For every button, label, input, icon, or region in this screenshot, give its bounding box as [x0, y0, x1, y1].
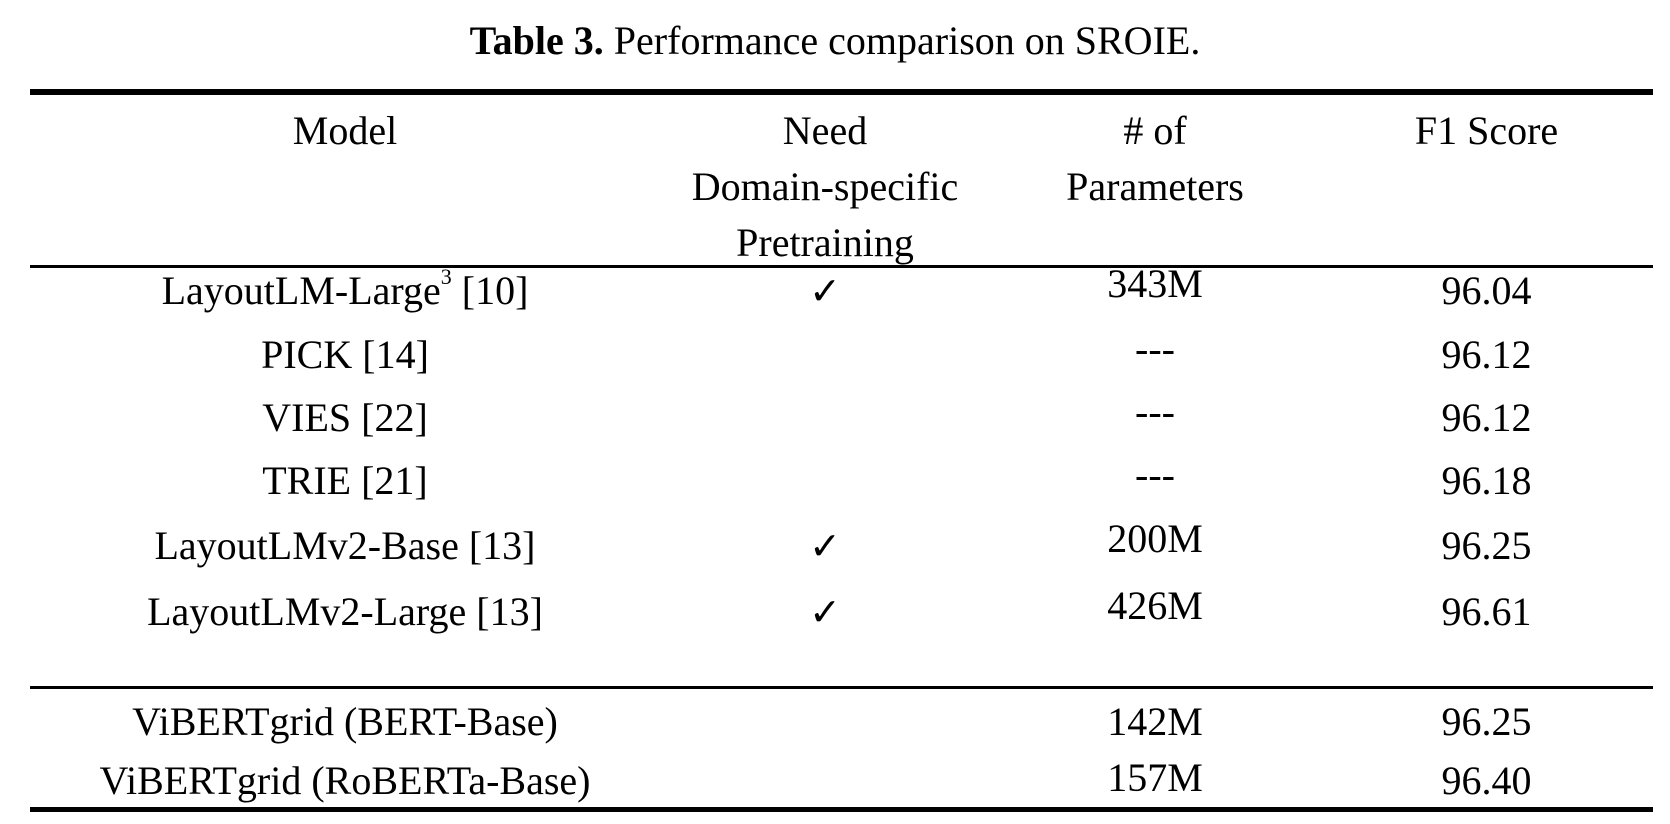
header-need-pretraining: Need Domain-specific Pretraining [660, 103, 990, 271]
table-row-model: ViBERTgrid (BERT-Base) [132, 699, 558, 744]
checkmark-icon: ✓ [809, 269, 841, 313]
table-row-model: LayoutLM-Large3 [10] [30, 263, 660, 319]
table-header-rule [30, 265, 1653, 268]
table-row-params: 200M [1107, 516, 1203, 561]
table-row-f1: 96.61 [1441, 589, 1532, 634]
table-group-rule [30, 686, 1653, 689]
table-top-rule [30, 89, 1653, 95]
table-row-f1: 96.25 [1441, 699, 1532, 744]
table-row-model: PICK [14] [261, 332, 429, 377]
table-row-f1: 96.04 [1441, 268, 1532, 313]
header-f1-label: F1 Score [1414, 108, 1559, 153]
table-row-params: 343M [1107, 261, 1203, 306]
header-params-line-1: # of [1123, 108, 1187, 153]
footnote-marker: 3 [440, 264, 452, 289]
table-row-f1: 96.18 [1441, 458, 1532, 503]
header-params-line-2: Parameters [1066, 164, 1244, 209]
model-name: LayoutLM-Large [161, 268, 441, 313]
table-caption-text: Performance comparison on SROIE. [603, 18, 1201, 63]
table-row-params: --- [1135, 452, 1175, 497]
table-bottom-rule [30, 807, 1653, 812]
table-caption: Table 3. Performance comparison on SROIE… [0, 14, 1670, 68]
table-row-f1: 96.12 [1441, 332, 1532, 377]
table-row-model: VIES [22] [262, 395, 428, 440]
table-row-params: --- [1135, 326, 1175, 371]
model-ref: [10] [451, 268, 529, 313]
header-f1-score: F1 Score [1320, 103, 1653, 159]
table-row-f1: 96.12 [1441, 395, 1532, 440]
table-row-params: 426M [1107, 583, 1203, 628]
header-parameters: # of Parameters [990, 103, 1320, 215]
table-caption-label: Table 3. [469, 18, 604, 63]
table-row-params: 142M [1107, 699, 1203, 744]
header-need-line-3: Pretraining [736, 220, 914, 265]
table-row-f1: 96.25 [1441, 523, 1532, 568]
table-row-model: ViBERTgrid (RoBERTa-Base) [99, 758, 591, 803]
header-model-label: Model [292, 108, 398, 153]
header-need-line-1: Need [782, 108, 868, 153]
table-row-f1: 96.40 [1441, 758, 1532, 803]
table-row-model: LayoutLMv2-Large [13] [147, 589, 543, 634]
header-need-line-2: Domain-specific [691, 164, 959, 209]
table-row-params: --- [1135, 389, 1175, 434]
header-model: Model [30, 103, 660, 159]
checkmark-icon: ✓ [809, 590, 841, 634]
table-row-model: LayoutLMv2-Base [13] [154, 523, 536, 568]
table-row-model: TRIE [21] [262, 458, 428, 503]
table-row-params: 157M [1107, 755, 1203, 800]
checkmark-icon: ✓ [809, 524, 841, 568]
